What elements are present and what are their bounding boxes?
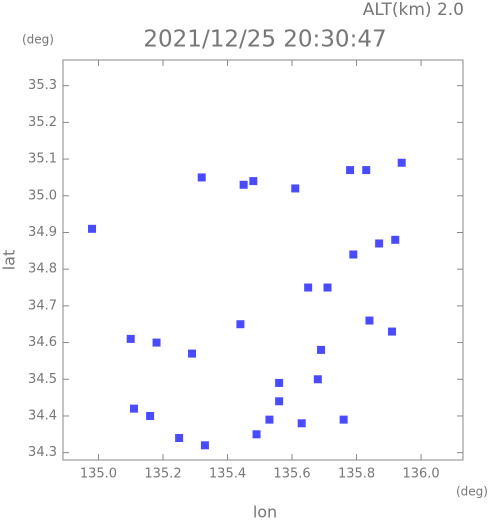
echo [152, 338, 161, 347]
echo [252, 430, 261, 439]
echo [291, 184, 300, 193]
y-axis-label: lat [0, 250, 19, 271]
echo [275, 378, 284, 387]
y-tick-label: 35.3 [28, 78, 57, 93]
echo [313, 375, 322, 384]
echo [339, 415, 348, 424]
y-tick-label: 34.7 [28, 298, 57, 313]
echo [391, 235, 400, 244]
chart-title: 2021/12/25 20:30:47 [143, 27, 386, 53]
echo [188, 349, 197, 358]
echo [126, 334, 135, 343]
echo [323, 283, 332, 292]
y-tick-label: 35.0 [28, 188, 57, 203]
y-unit: (deg) [22, 33, 54, 47]
y-tick-label: 34.5 [28, 372, 57, 387]
echo [265, 415, 274, 424]
echo [317, 345, 326, 354]
y-tick-label: 34.6 [28, 335, 57, 350]
echo [388, 327, 397, 336]
x-tick-label: 135.6 [273, 467, 310, 482]
x-tick-label: 135.8 [338, 467, 375, 482]
x-tick-label: 135.0 [80, 467, 117, 482]
echo [297, 419, 306, 428]
echo [365, 316, 374, 325]
echo [275, 397, 284, 406]
x-tick-label: 135.4 [209, 467, 246, 482]
echo [129, 404, 138, 413]
plot-frame [62, 59, 464, 461]
echo [239, 180, 248, 189]
echo [346, 166, 355, 175]
echo [397, 158, 406, 167]
y-tick-label: 35.1 [28, 152, 57, 167]
y-tick-label: 34.9 [28, 225, 57, 240]
x-unit: (deg) [456, 485, 488, 499]
x-tick-label: 136.0 [402, 467, 439, 482]
chart-subtitle: ALT(km) 2.0 [363, 0, 464, 20]
echo [197, 173, 206, 182]
y-tick-label: 34.4 [28, 408, 57, 423]
echo [375, 239, 384, 248]
echo [362, 166, 371, 175]
y-tick-label: 34.3 [28, 445, 57, 460]
x-tick-label: 135.2 [144, 467, 181, 482]
x-axis-label: lon [253, 503, 277, 521]
y-tick-label: 34.8 [28, 262, 57, 277]
echo [249, 177, 258, 186]
echo [304, 283, 313, 292]
echo [146, 411, 155, 420]
echo [175, 433, 184, 442]
echo [88, 224, 97, 233]
echo [349, 250, 358, 259]
echo [236, 320, 245, 329]
y-tick-label: 35.2 [28, 115, 57, 130]
echo [200, 441, 209, 450]
